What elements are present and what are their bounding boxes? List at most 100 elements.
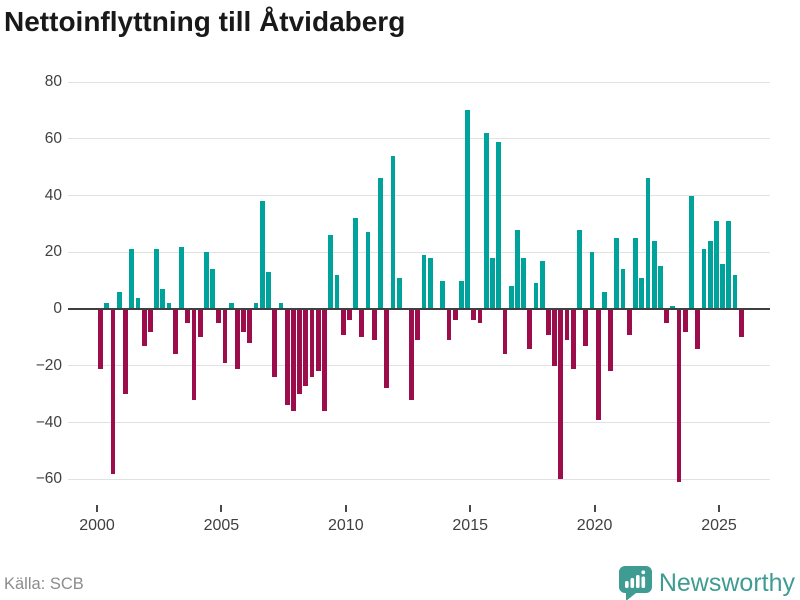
bar-negative	[682, 309, 688, 332]
bar-negative	[552, 309, 558, 366]
bar-negative	[738, 309, 744, 338]
x-axis-tick-label: 2020	[576, 517, 613, 534]
bar-positive	[334, 274, 340, 309]
bar-negative	[216, 309, 222, 324]
chart-title: Nettoinflyttning till Åtvidaberg	[4, 6, 406, 37]
bar-positive	[378, 178, 383, 309]
x-axis-tick-mark	[469, 505, 472, 512]
gridline	[68, 195, 770, 196]
bar-negative	[570, 309, 576, 369]
bar-negative	[564, 309, 570, 341]
bar-negative	[664, 309, 670, 324]
bar-positive	[129, 249, 135, 309]
bar-negative	[291, 309, 296, 412]
bar-negative	[272, 309, 278, 378]
bar-positive	[328, 235, 334, 309]
bar-negative	[147, 309, 153, 332]
x-axis-tick-label: 2025	[701, 517, 737, 534]
bar-negative	[172, 309, 178, 355]
bar-positive	[589, 252, 595, 309]
bar-negative	[197, 309, 203, 338]
bar-positive	[365, 232, 371, 309]
bar-negative	[297, 309, 303, 395]
x-axis-tick-mark	[96, 505, 98, 512]
bar-negative	[446, 309, 452, 341]
bar-positive	[732, 274, 738, 309]
bar-positive	[179, 246, 184, 309]
bar-negative	[247, 309, 253, 344]
x-axis-tick-label: 2015	[452, 517, 488, 534]
bar-negative	[384, 309, 390, 389]
bar-negative	[241, 309, 247, 332]
bar-positive	[166, 303, 172, 309]
bar-positive	[390, 155, 396, 309]
bar-positive	[421, 255, 427, 309]
bar-negative	[415, 309, 421, 341]
bar-negative	[371, 309, 377, 341]
x-axis-tick-label: 2000	[79, 517, 115, 534]
bar-positive	[633, 238, 638, 309]
bar-negative	[185, 309, 191, 324]
bar-positive	[160, 289, 166, 309]
bar-positive	[266, 272, 271, 309]
bar-positive	[639, 277, 645, 309]
x-axis-tick-mark	[593, 505, 596, 512]
bar-positive	[701, 249, 707, 309]
bar-positive	[539, 260, 545, 309]
source-label: Källa: SCB	[4, 575, 84, 593]
bar-positive	[707, 240, 713, 309]
bar-negative	[626, 309, 632, 335]
bar-positive	[508, 286, 514, 309]
bar-positive	[483, 133, 489, 309]
bar-positive	[396, 277, 402, 309]
bar-negative	[477, 309, 483, 324]
bar-positive	[458, 280, 464, 309]
y-axis-tick-label: 80	[44, 73, 62, 90]
y-axis-tick-label: 20	[44, 243, 62, 261]
bar-positive	[577, 229, 582, 309]
bar-negative	[583, 309, 589, 346]
bar-positive	[602, 291, 607, 309]
bar-positive	[645, 178, 651, 309]
y-axis-tick-label: 60	[44, 129, 62, 147]
bar-positive	[496, 141, 502, 309]
bar-negative	[347, 309, 352, 321]
bar-negative	[695, 309, 701, 349]
bar-positive	[713, 221, 719, 309]
bar-negative	[595, 309, 601, 420]
bar-negative	[123, 309, 128, 395]
gridline	[68, 138, 770, 140]
bar-positive	[490, 257, 495, 309]
bar-positive	[620, 269, 626, 309]
y-axis-tick-label: −20	[35, 356, 62, 374]
bar-negative	[608, 309, 614, 372]
bar-positive	[259, 201, 265, 309]
x-axis-tick-mark	[220, 505, 223, 512]
bar-positive	[670, 306, 676, 309]
newsworthy-logo: Newsworthy	[618, 565, 795, 600]
bar-positive	[203, 252, 209, 309]
bar-negative	[359, 309, 365, 338]
x-axis-tick-label: 2005	[203, 517, 240, 534]
zero-axis-line	[68, 308, 770, 310]
bar-negative	[303, 309, 309, 386]
bar-positive	[689, 195, 694, 309]
bar-negative	[110, 309, 116, 474]
y-axis-tick-label: −60	[35, 470, 62, 488]
x-axis-tick-mark	[718, 505, 720, 512]
bar-negative	[558, 309, 564, 480]
bar-positive	[614, 238, 620, 309]
bar-negative	[141, 309, 147, 346]
bar-negative	[309, 309, 315, 378]
bar-positive	[104, 303, 110, 309]
y-axis-tick-label: −40	[35, 413, 62, 431]
gridline	[68, 478, 770, 480]
bar-negative	[315, 309, 321, 372]
newsworthy-pin-icon	[618, 565, 652, 600]
bar-positive	[440, 280, 446, 309]
bar-negative	[235, 309, 240, 369]
bar-negative	[471, 309, 477, 321]
bar-negative	[191, 309, 197, 400]
